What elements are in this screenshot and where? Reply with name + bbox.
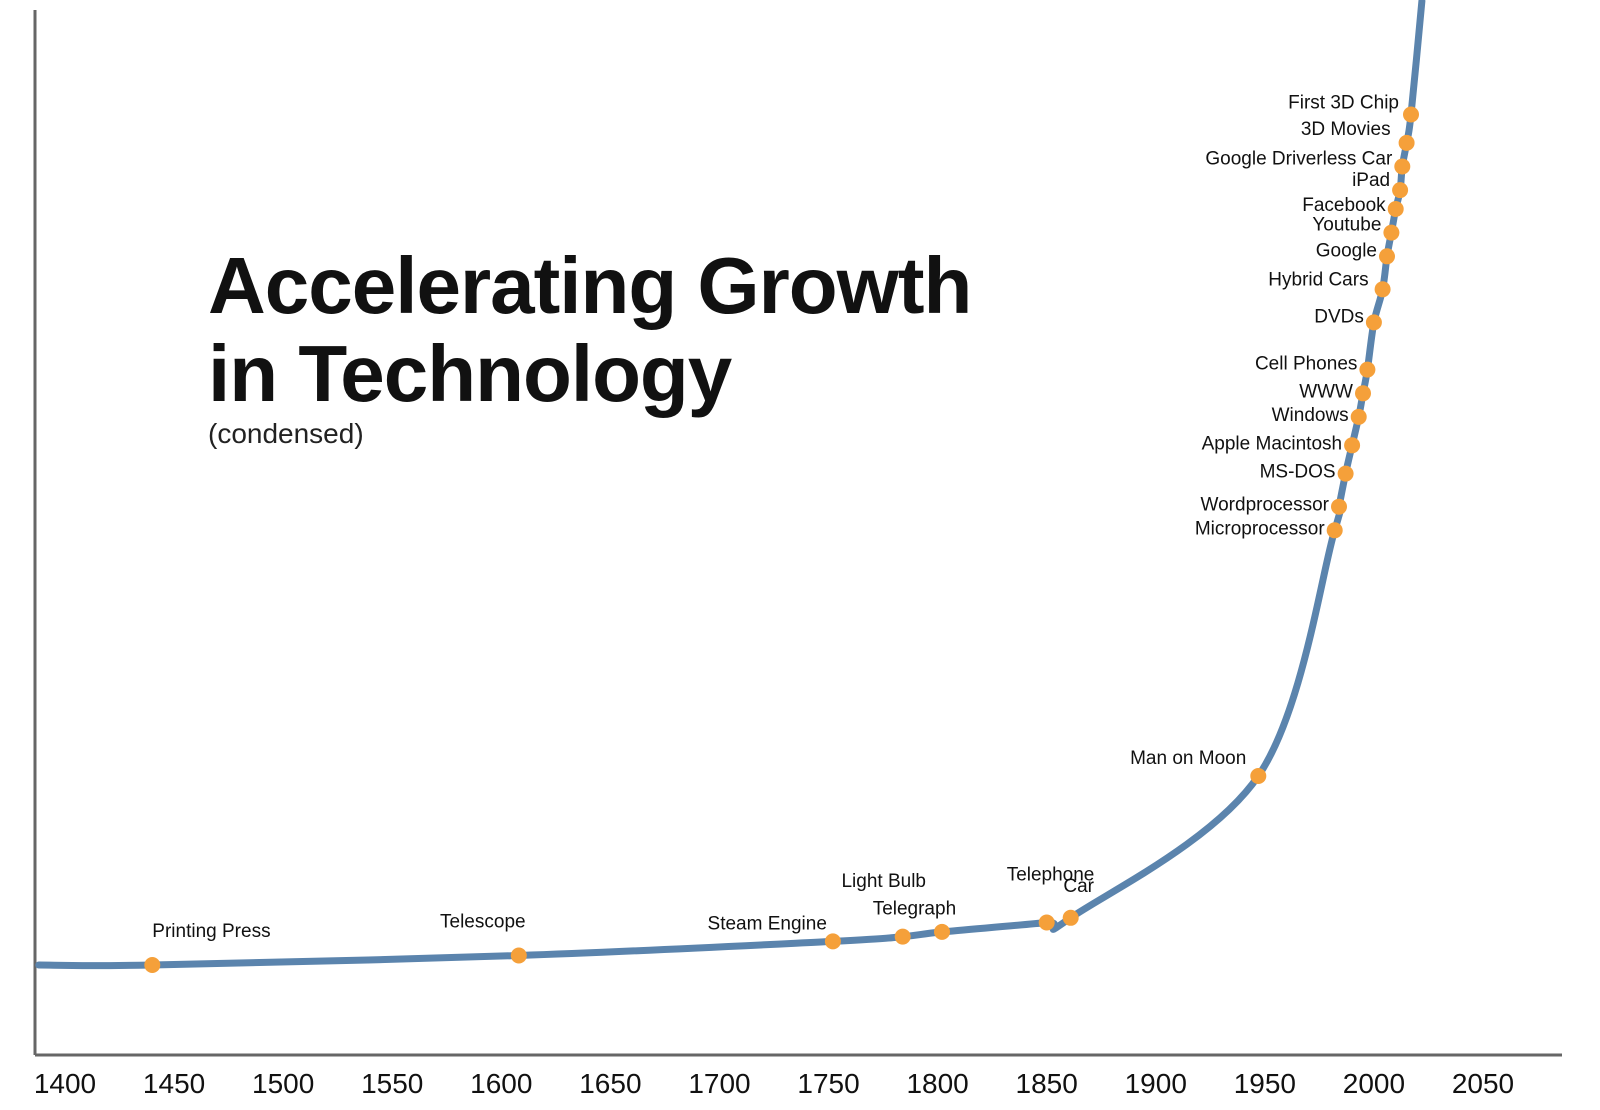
chart-subtitle: (condensed) [208,418,364,449]
event-point [510,947,527,964]
event-point [1394,158,1411,175]
event-label: Google Driverless Car [1205,149,1393,170]
event-point [1062,909,1079,926]
x-tick-label: 2050 [1452,1068,1514,1099]
event-point [1387,201,1404,217]
event-label: Cell Phones [1255,354,1357,375]
x-tick-label: 1800 [906,1068,968,1099]
event-point [1350,408,1367,425]
x-tick-label: 1400 [34,1068,96,1099]
event-point [1383,224,1400,241]
event-point [1344,437,1361,454]
event-points [144,106,1419,973]
event-label: Man on Moon [1130,748,1246,769]
event-label: Steam Engine [708,913,827,934]
event-point [1392,182,1409,199]
event-point [1326,522,1343,539]
x-tick-label: 1450 [143,1068,205,1099]
x-tick-label: 1900 [1125,1068,1187,1099]
event-point [1355,385,1371,402]
x-tick-label: 1750 [797,1068,859,1099]
chart-title-line-2: in Technology [208,329,732,418]
event-point [1398,134,1415,151]
x-tick-label: 1650 [579,1068,641,1099]
event-label: MS-DOS [1260,462,1336,483]
event-label: Windows [1272,405,1349,426]
event-point [1337,465,1354,482]
x-tick-label: 1500 [252,1068,314,1099]
growth-curve [35,0,1426,970]
event-label: Youtube [1312,215,1381,236]
event-point [1250,768,1267,784]
event-point [1379,248,1395,265]
x-tick-label: 1850 [1016,1068,1078,1099]
event-label: DVDs [1314,306,1364,327]
x-tick-label: 2000 [1343,1068,1405,1099]
chart-title-line-1: Accelerating Growth [208,241,972,330]
chart-title: Accelerating Growth in Technology [208,241,972,418]
event-label: Microprocessor [1195,518,1326,539]
event-label: iPad [1352,170,1390,191]
event-label: Car [1063,876,1094,897]
event-label: Telephone [1007,865,1095,886]
event-labels: Printing Press Telescope Steam Engine Teleg… [152,93,1399,943]
event-point [1374,281,1391,298]
event-point [1365,314,1382,331]
event-point [1331,498,1347,515]
x-tick-label: 1700 [688,1068,750,1099]
event-point [824,933,841,950]
event-label: Facebook [1302,195,1386,216]
event-label: WWW [1299,381,1353,402]
event-point [934,923,950,940]
event-label: Apple Macintosh [1202,433,1342,454]
event-point [1038,914,1055,931]
event-point [144,957,161,973]
event-label: Telescope [440,912,526,933]
event-label: Hybrid Cars [1268,269,1368,290]
event-label: 3D Movies [1301,119,1391,140]
x-tick-labels: 1400 1450 1500 1550 1600 1650 1700 1750 1800 1850… [34,1068,1514,1099]
event-label: Light Bulb [841,871,926,892]
x-tick-label: 1600 [470,1068,532,1099]
event-label: Google [1316,240,1377,261]
x-tick-label: 1950 [1234,1068,1296,1099]
event-label: Telegraph [873,899,956,920]
event-label: First 3D Chip [1288,93,1399,114]
axes [33,10,1562,1057]
event-label: Printing Press [152,921,270,942]
event-label: Wordprocessor [1201,495,1330,516]
event-point [894,928,911,945]
event-point [1403,106,1419,123]
x-tick-label: 1550 [361,1068,423,1099]
event-point [1359,361,1376,378]
